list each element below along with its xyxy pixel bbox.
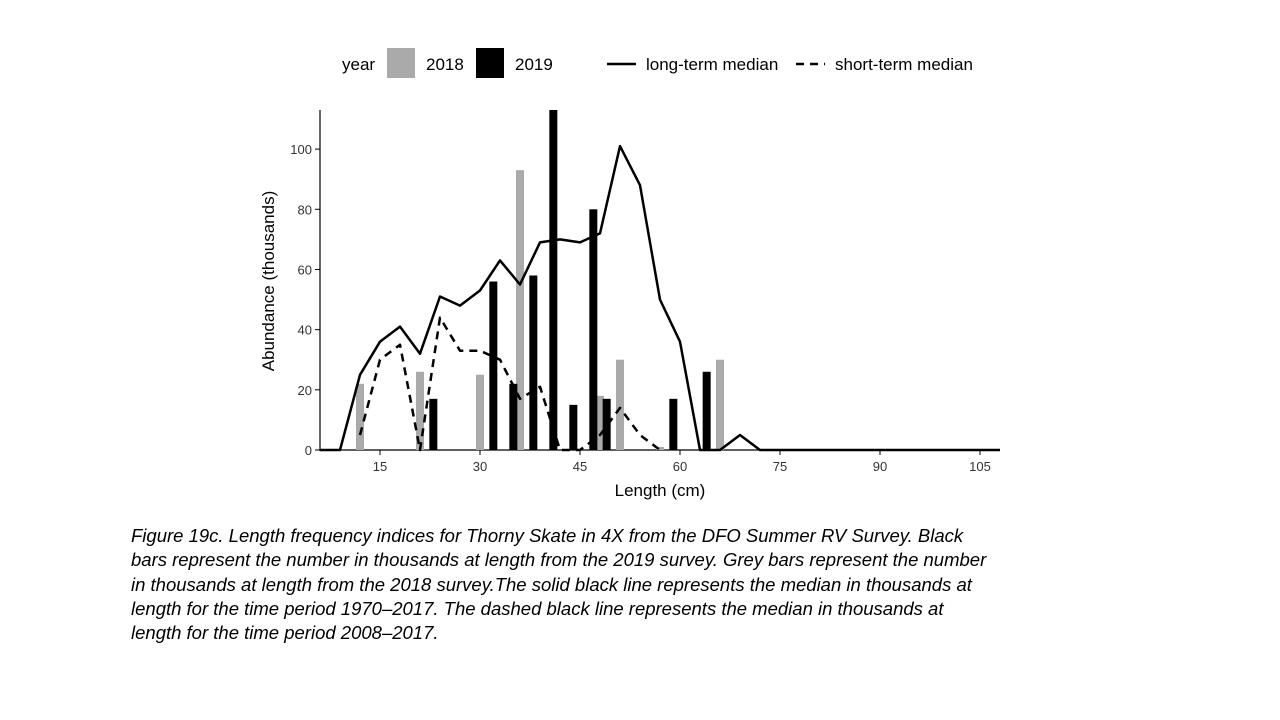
bar-2018 [596,395,604,450]
short-term-median-line [358,316,661,452]
x-tick-label: 90 [873,459,887,474]
bar-2019 [549,110,558,450]
caption-line: in thousands at length from the 2018 sur… [131,573,972,595]
bar-2019 [429,398,438,450]
legend: year 2018 2019 long-term median short-te… [342,48,973,78]
x-axis-label: Length (cm) [615,481,706,500]
bar-2019 [509,383,518,450]
caption-line: Figure 19c. Length frequency indices for… [131,525,964,546]
bar-2018 [656,446,664,450]
caption-line: length for the time period 2008–2017. [131,622,439,644]
bar-2018 [416,371,424,450]
bar-2019 [529,275,538,450]
legend-label-short-term: short-term median [835,55,973,74]
legend-label-long-term: long-term median [646,55,778,74]
x-tick-label: 60 [673,459,687,474]
caption-line: bars represent the number in thousands a… [131,549,987,571]
figure-caption: Figure 19c. Length frequency indices for… [131,524,1141,645]
bar-2018 [616,359,624,450]
y-tick-label: 20 [298,383,312,398]
x-tick-label: 15 [373,459,387,474]
bar-2019 [489,281,498,450]
bar-2018 [516,170,524,450]
length-frequency-chart: year 2018 2019 long-term median short-te… [259,48,1000,500]
bar-2018 [476,374,484,450]
legend-title: year [342,55,375,74]
legend-label-2019: 2019 [515,55,553,74]
legend-swatch-2018 [387,48,415,78]
x-tick-label: 105 [969,459,991,474]
y-axis-label: Abundance (thousands) [259,191,278,372]
bar-2019 [669,398,678,450]
y-tick-label: 80 [298,202,312,217]
x-tick-label: 45 [573,459,587,474]
legend-swatch-2019 [476,48,504,78]
long-term-median-line [320,144,1000,452]
y-tick-label: 60 [298,262,312,277]
x-tick-label: 30 [473,459,487,474]
y-tick-label: 40 [298,323,312,338]
bar-2018 [356,383,364,450]
bar-2019 [589,209,598,450]
legend-label-2018: 2018 [426,55,464,74]
bar-2019 [702,371,711,450]
plot-area: 0 20 40 60 80 100 15 30 45 60 75 90 105 [290,110,1000,474]
x-tick-label: 75 [773,459,787,474]
bar-2018 [716,359,724,450]
y-tick-label: 100 [290,142,312,157]
y-tick-label: 0 [305,443,312,458]
bar-2019 [602,398,611,450]
bar-2019 [569,404,578,450]
caption-line: length for the time period 1970–2017. Th… [131,597,944,619]
